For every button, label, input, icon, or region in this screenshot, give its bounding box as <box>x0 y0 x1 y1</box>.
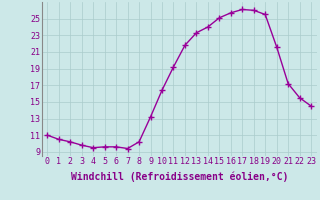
X-axis label: Windchill (Refroidissement éolien,°C): Windchill (Refroidissement éolien,°C) <box>70 172 288 182</box>
